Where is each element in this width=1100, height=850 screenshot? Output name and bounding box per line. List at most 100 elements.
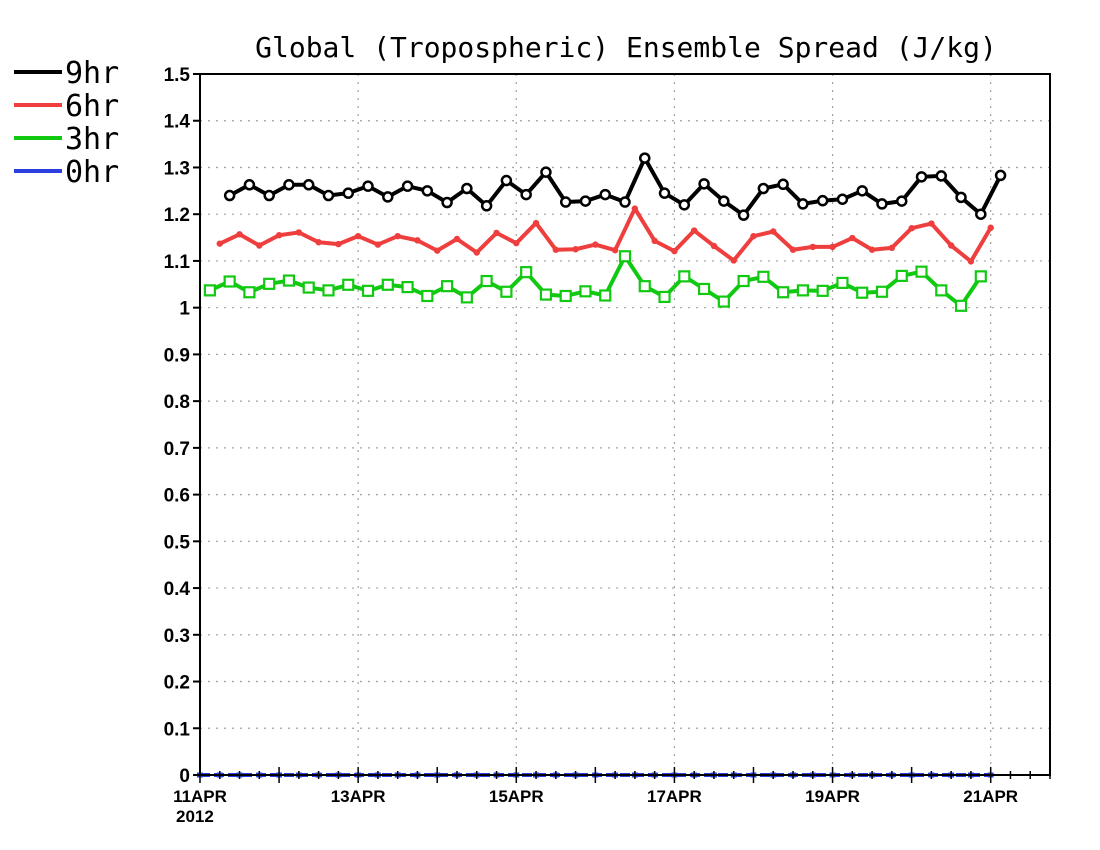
- data-point: [453, 235, 461, 243]
- data-point: [282, 274, 296, 287]
- data-point: [967, 258, 975, 265]
- data-point: [816, 284, 829, 297]
- data-point: [796, 284, 810, 297]
- y-axis: 0 0.1 0.2 0.3 0.4 0.5 0.6 0.7 0.8 0.9 1 1.1 1.2 1.3 1.…: [164, 65, 200, 787]
- data-point: [381, 278, 394, 291]
- y-tick-label: 1.5: [164, 65, 191, 86]
- legend-label: 6hr: [65, 89, 119, 124]
- data-series: [197, 152, 1007, 778]
- data-point: [335, 240, 342, 248]
- data-point: [678, 199, 691, 211]
- data-point: [697, 282, 711, 296]
- series-line-3hr: [209, 254, 983, 308]
- y-tick-label: 0.3: [164, 626, 190, 647]
- data-point: [540, 166, 552, 178]
- data-point: [717, 295, 730, 308]
- data-point: [954, 299, 968, 312]
- x-tick-label: 11APR: [173, 787, 227, 806]
- grid-lines: [200, 74, 1050, 775]
- y-tick-label: 0.9: [164, 345, 190, 366]
- data-point: [856, 286, 869, 299]
- data-point: [414, 237, 421, 244]
- chart-title: Global (Tropospheric) Ensemble Spread (J…: [255, 31, 997, 64]
- data-point: [994, 169, 1007, 182]
- data-point: [757, 270, 770, 283]
- y-tick-label: 0.7: [164, 439, 190, 460]
- y-tick-label: 0: [179, 766, 190, 787]
- data-point: [559, 196, 572, 208]
- plot-frame: [199, 73, 1051, 776]
- legend-label: 3hr: [65, 122, 119, 157]
- x-tick-label: 17APR: [647, 787, 702, 806]
- data-point: [849, 234, 856, 242]
- data-point: [856, 185, 868, 197]
- data-point: [816, 194, 829, 207]
- data-point: [678, 270, 691, 283]
- data-point: [500, 174, 513, 187]
- data-point: [263, 277, 276, 290]
- legend-item-9hr: 9hr: [14, 56, 119, 91]
- legend-item-0hr: 0hr: [14, 155, 119, 190]
- data-point: [631, 205, 639, 212]
- x-tick-label: 15APR: [489, 787, 544, 806]
- x-tick-label: 13APR: [331, 787, 386, 806]
- data-point: [935, 170, 948, 182]
- data-point: [421, 185, 434, 197]
- x-tick-label: 21APR: [963, 787, 1018, 806]
- data-point: [987, 224, 994, 231]
- data-point: [342, 187, 355, 199]
- data-point: [789, 246, 797, 253]
- data-point: [315, 239, 322, 246]
- data-point: [579, 285, 592, 298]
- data-point: [223, 189, 236, 202]
- data-point: [473, 249, 480, 256]
- data-point: [710, 242, 718, 250]
- data-point: [718, 195, 730, 207]
- data-point: [394, 232, 401, 240]
- data-point: [460, 291, 473, 304]
- data-point: [737, 274, 750, 288]
- data-point: [283, 179, 295, 191]
- data-point: [876, 198, 888, 210]
- data-point: [698, 178, 710, 190]
- data-point: [532, 219, 540, 227]
- y-tick-label: 1.3: [164, 158, 190, 179]
- data-point: [362, 180, 374, 192]
- data-point: [421, 289, 434, 303]
- data-point: [434, 247, 441, 254]
- data-point: [236, 231, 243, 238]
- data-point: [690, 227, 698, 234]
- series-line-9hr: [228, 156, 1003, 218]
- data-point: [928, 220, 935, 227]
- y-tick-label: 0.5: [164, 532, 191, 553]
- legend-item-6hr: 6hr: [14, 89, 119, 124]
- y-tick-label: 1.1: [164, 252, 191, 273]
- data-point: [935, 284, 948, 297]
- data-point: [539, 288, 553, 301]
- data-point: [559, 289, 572, 303]
- data-point: [480, 274, 493, 288]
- data-point: [322, 189, 335, 202]
- y-tick-label: 1: [179, 299, 190, 320]
- data-point: [520, 188, 532, 201]
- data-point: [730, 257, 737, 264]
- data-point: [868, 246, 876, 253]
- data-point: [552, 246, 560, 253]
- data-point: [579, 195, 592, 207]
- data-point: [572, 246, 579, 253]
- data-point: [611, 246, 619, 254]
- data-point: [493, 229, 500, 237]
- data-point: [955, 191, 967, 204]
- data-point: [974, 270, 987, 283]
- legend-item-3hr: 3hr: [14, 122, 119, 157]
- series-3hr: [203, 250, 987, 312]
- data-point: [342, 278, 355, 291]
- data-point: [361, 284, 375, 297]
- data-point: [750, 232, 757, 240]
- y-tick-label: 1.4: [164, 112, 191, 133]
- data-point: [374, 241, 382, 248]
- data-point: [619, 196, 631, 208]
- data-point: [322, 284, 335, 297]
